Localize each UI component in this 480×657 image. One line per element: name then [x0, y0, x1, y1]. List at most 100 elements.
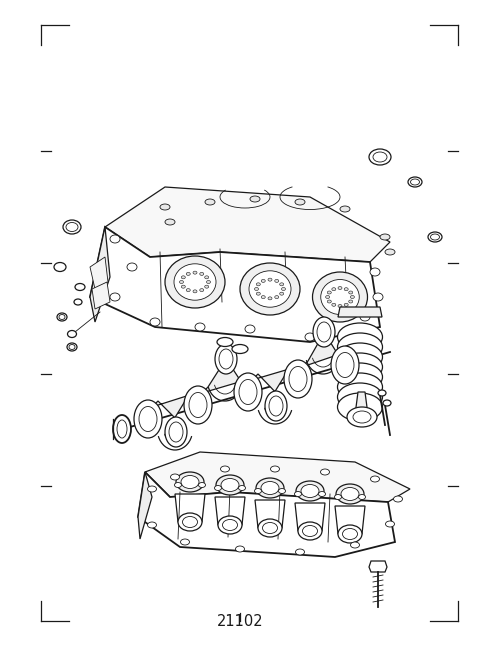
Ellipse shape: [169, 422, 183, 442]
Ellipse shape: [295, 199, 305, 205]
Ellipse shape: [353, 411, 371, 423]
Polygon shape: [90, 227, 110, 322]
Ellipse shape: [221, 478, 239, 491]
Ellipse shape: [139, 407, 157, 432]
Ellipse shape: [165, 219, 175, 225]
Ellipse shape: [350, 542, 360, 548]
Ellipse shape: [75, 284, 85, 290]
Ellipse shape: [369, 149, 391, 165]
Ellipse shape: [181, 476, 199, 489]
Ellipse shape: [378, 390, 386, 396]
Ellipse shape: [170, 474, 180, 480]
Ellipse shape: [431, 234, 440, 240]
Ellipse shape: [296, 481, 324, 501]
Ellipse shape: [301, 484, 319, 497]
Ellipse shape: [200, 273, 204, 275]
Ellipse shape: [298, 522, 322, 540]
Ellipse shape: [127, 263, 137, 271]
Ellipse shape: [193, 290, 197, 293]
Ellipse shape: [408, 177, 422, 187]
Ellipse shape: [181, 276, 185, 279]
Ellipse shape: [410, 179, 420, 185]
Ellipse shape: [258, 519, 282, 537]
Ellipse shape: [261, 482, 279, 495]
Polygon shape: [145, 452, 410, 502]
Ellipse shape: [344, 288, 348, 290]
Ellipse shape: [113, 415, 131, 443]
Ellipse shape: [254, 489, 262, 493]
Ellipse shape: [69, 344, 75, 350]
Ellipse shape: [215, 486, 221, 491]
Ellipse shape: [428, 232, 442, 242]
Ellipse shape: [186, 273, 190, 275]
Ellipse shape: [240, 263, 300, 315]
Ellipse shape: [373, 293, 383, 301]
Ellipse shape: [232, 344, 248, 353]
Ellipse shape: [313, 317, 335, 347]
Ellipse shape: [360, 313, 370, 321]
Ellipse shape: [150, 318, 160, 326]
Ellipse shape: [205, 199, 215, 205]
Ellipse shape: [340, 206, 350, 212]
Polygon shape: [338, 307, 382, 317]
Ellipse shape: [385, 521, 395, 527]
Ellipse shape: [193, 271, 197, 274]
Polygon shape: [105, 187, 390, 262]
Ellipse shape: [181, 285, 185, 288]
Ellipse shape: [186, 288, 190, 292]
Ellipse shape: [312, 272, 368, 322]
Ellipse shape: [332, 304, 336, 306]
Ellipse shape: [370, 268, 380, 276]
Ellipse shape: [289, 367, 307, 392]
Ellipse shape: [338, 286, 342, 290]
Ellipse shape: [337, 333, 383, 361]
Ellipse shape: [223, 520, 238, 530]
Ellipse shape: [134, 400, 162, 438]
Polygon shape: [152, 393, 196, 424]
Ellipse shape: [275, 279, 279, 283]
Polygon shape: [215, 497, 245, 525]
Polygon shape: [138, 472, 152, 539]
Ellipse shape: [380, 234, 390, 240]
Ellipse shape: [337, 363, 383, 391]
Ellipse shape: [348, 300, 353, 303]
Ellipse shape: [338, 525, 362, 543]
Ellipse shape: [67, 343, 77, 351]
Ellipse shape: [394, 496, 403, 502]
Ellipse shape: [335, 495, 341, 499]
Ellipse shape: [117, 420, 127, 438]
Ellipse shape: [200, 288, 204, 292]
Ellipse shape: [284, 360, 312, 398]
Ellipse shape: [265, 391, 287, 421]
Ellipse shape: [261, 279, 265, 283]
Ellipse shape: [280, 292, 284, 295]
Ellipse shape: [175, 482, 181, 487]
Ellipse shape: [321, 279, 359, 315]
Ellipse shape: [256, 478, 284, 498]
Ellipse shape: [147, 486, 156, 492]
Ellipse shape: [216, 475, 244, 495]
Ellipse shape: [302, 526, 317, 537]
Ellipse shape: [337, 393, 383, 421]
Polygon shape: [175, 494, 205, 522]
Ellipse shape: [373, 152, 387, 162]
Ellipse shape: [110, 293, 120, 301]
Ellipse shape: [220, 466, 229, 472]
Ellipse shape: [74, 299, 82, 305]
Ellipse shape: [327, 300, 331, 303]
Ellipse shape: [278, 489, 286, 493]
Ellipse shape: [178, 513, 202, 531]
Polygon shape: [202, 351, 246, 393]
Ellipse shape: [59, 315, 65, 319]
Ellipse shape: [195, 323, 205, 331]
Ellipse shape: [239, 486, 245, 491]
Ellipse shape: [337, 353, 383, 381]
Ellipse shape: [332, 288, 336, 290]
Ellipse shape: [204, 285, 209, 288]
Ellipse shape: [189, 392, 207, 417]
Ellipse shape: [160, 204, 170, 210]
Ellipse shape: [295, 491, 301, 497]
Ellipse shape: [359, 495, 365, 499]
Ellipse shape: [234, 373, 262, 411]
Ellipse shape: [337, 323, 383, 351]
